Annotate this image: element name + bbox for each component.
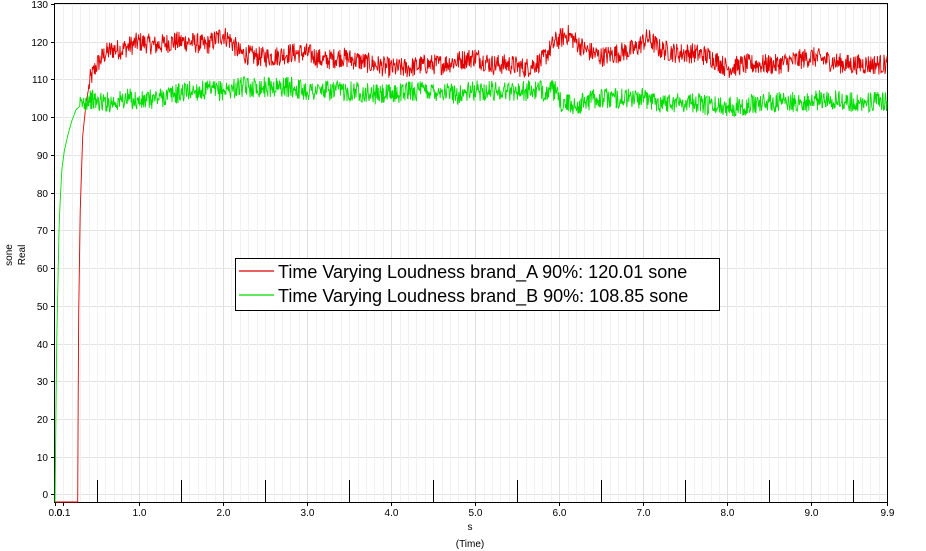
y-axis-ticks: 0 10 20 30 40 50 60 70 80 90 100 110 120 130 <box>31 0 55 501</box>
y-tick-label: 50 <box>37 302 49 313</box>
series-line-brand-b <box>54 76 888 503</box>
x-tick-label: 2.0 <box>217 508 231 519</box>
y-tick-label: 60 <box>37 264 49 275</box>
y-tick-label: 30 <box>37 377 49 388</box>
x-axis-ticks: 0.00.1 1.0 2.0 3.0 4.0 5.0 6.0 7.0 8.0 9.0 9.9 <box>49 480 895 519</box>
y-tick-label: 120 <box>31 38 48 49</box>
x-tick-label: 8.0 <box>721 508 735 519</box>
y-tick-label: 10 <box>37 453 49 464</box>
plot-area <box>54 3 888 503</box>
y-tick-label: 0 <box>42 490 48 501</box>
y-tick-label: 100 <box>31 113 48 124</box>
x-tick-label: 9.0 <box>805 508 819 519</box>
legend-label-brand-b: Time Varying Loudness brand_B 90%: 108.8… <box>278 286 688 307</box>
y-tick-label: 90 <box>37 151 49 162</box>
x-tick-label: 6.0 <box>553 508 567 519</box>
y-tick-label: 80 <box>37 189 49 200</box>
y-tick-label: 20 <box>37 415 49 426</box>
y-tick-label: 110 <box>32 75 48 86</box>
x-axis-label: s <box>468 522 473 533</box>
x-tick-label: 5.0 <box>469 508 483 519</box>
legend-box <box>235 258 720 311</box>
x-tick-label: 1.0 <box>133 508 147 519</box>
x-tick-label: 0.0 <box>49 508 63 519</box>
x-axis-sublabel: (Time) <box>456 539 485 550</box>
legend-label-brand-a: Time Varying Loudness brand_A 90%: 120.0… <box>278 262 687 283</box>
legend: Time Varying Loudness brand_A 90%: 120.0… <box>235 258 720 311</box>
series-line-brand-a <box>55 24 888 503</box>
x-tick-label: 0.1 <box>57 508 71 519</box>
y-axis-sublabel: Real <box>17 245 28 266</box>
x-tick-label: 4.0 <box>385 508 399 519</box>
x-tick-label: 9.9 <box>881 508 895 519</box>
y-tick-label: 130 <box>31 0 48 11</box>
x-tick-label: 3.0 <box>301 508 315 519</box>
series-lines <box>54 24 888 503</box>
y-tick-label: 70 <box>37 226 49 237</box>
x-tick-label: 7.0 <box>637 508 651 519</box>
y-axis-label: sone <box>4 244 15 266</box>
y-tick-label: 40 <box>37 340 49 351</box>
